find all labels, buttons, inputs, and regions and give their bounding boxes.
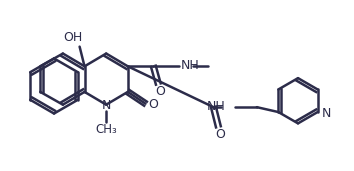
Text: O: O [216, 128, 225, 141]
Text: N: N [102, 99, 111, 112]
Text: N: N [322, 107, 331, 120]
Text: OH: OH [63, 31, 82, 44]
Text: O: O [148, 98, 158, 111]
Text: NH: NH [206, 100, 225, 113]
Text: O: O [155, 85, 165, 98]
Text: NH: NH [181, 59, 200, 72]
Text: CH₃: CH₃ [95, 123, 117, 136]
